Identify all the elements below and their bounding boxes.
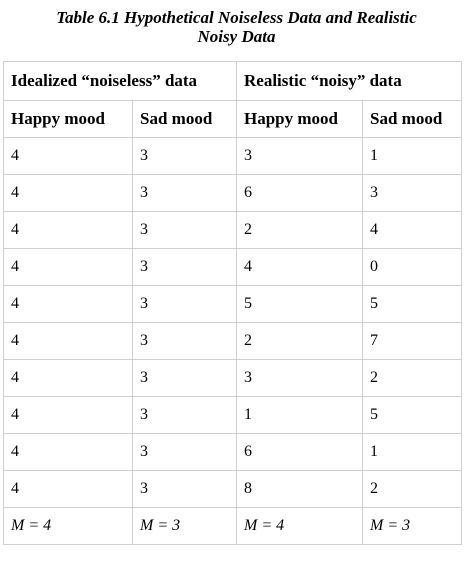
table-cell: 3 — [236, 137, 363, 175]
table-cell: 2 — [236, 211, 363, 249]
table-cell: 3 — [132, 359, 237, 397]
mean-cell: M = 3 — [132, 507, 237, 545]
column-header: Sad mood — [361, 100, 463, 138]
table-cell: 0 — [361, 248, 463, 286]
mean-cell: M = 4 — [236, 507, 363, 545]
table-cell: 4 — [3, 470, 133, 508]
table-cell: 2 — [361, 470, 463, 508]
mean-cell: M = 4 — [3, 507, 133, 545]
table-cell: 3 — [132, 174, 237, 212]
table-cell: 4 — [3, 322, 133, 360]
table-cell: 4 — [3, 433, 133, 471]
group-header-idealized: Idealized “noiseless” data — [3, 61, 237, 101]
table-cell: 1 — [361, 433, 463, 471]
table-cell: 4 — [3, 137, 133, 175]
table-cell: 3 — [132, 433, 237, 471]
table-cell: 2 — [236, 322, 363, 360]
table-cell: 4 — [3, 359, 133, 397]
table-caption: Table 6.1 Hypothetical Noiseless Data an… — [0, 8, 473, 46]
table-cell: 3 — [132, 470, 237, 508]
table-cell: 5 — [361, 396, 463, 434]
table-cell: 3 — [132, 322, 237, 360]
table-cell: 3 — [361, 174, 463, 212]
table-cell: 4 — [3, 396, 133, 434]
group-header-realistic: Realistic “noisy” data — [235, 61, 463, 101]
table-cell: 4 — [3, 248, 133, 286]
column-header: Happy mood — [236, 100, 363, 138]
table-cell: 4 — [3, 174, 133, 212]
table-cell: 3 — [132, 211, 237, 249]
table-cell: 4 — [361, 211, 463, 249]
column-header-row: Happy mood Sad mood Happy mood Sad mood — [3, 100, 463, 138]
table-cell: 3 — [236, 359, 363, 397]
table-caption-line-1: Table 6.1 Hypothetical Noiseless Data an… — [56, 8, 417, 27]
table-cell: 3 — [132, 285, 237, 323]
table-cell: 1 — [236, 396, 363, 434]
table-cell: 8 — [236, 470, 363, 508]
table-caption-line-2: Noisy Data — [197, 27, 276, 46]
column-header: Happy mood — [3, 100, 133, 138]
table-cell: 4 — [3, 211, 133, 249]
table-cell: 4 — [3, 285, 133, 323]
mean-cell: M = 3 — [361, 507, 463, 545]
column-header: Sad mood — [132, 100, 237, 138]
table-cell: 3 — [132, 248, 237, 286]
table-cell: 2 — [361, 359, 463, 397]
table-cell: 4 — [236, 248, 363, 286]
means-row: M = 4 M = 3 M = 4 M = 3 — [3, 507, 463, 545]
group-header-row: Idealized “noiseless” data Realistic “no… — [3, 61, 463, 101]
table-cell: 7 — [361, 322, 463, 360]
table-cell: 3 — [132, 396, 237, 434]
table-cell: 6 — [236, 433, 363, 471]
table-cell: 5 — [361, 285, 463, 323]
table-cell: 6 — [236, 174, 363, 212]
table-cell: 5 — [236, 285, 363, 323]
table-cell: 3 — [132, 137, 237, 175]
table-cell: 1 — [361, 137, 463, 175]
data-table: Idealized “noiseless” data Realistic “no… — [3, 61, 463, 545]
